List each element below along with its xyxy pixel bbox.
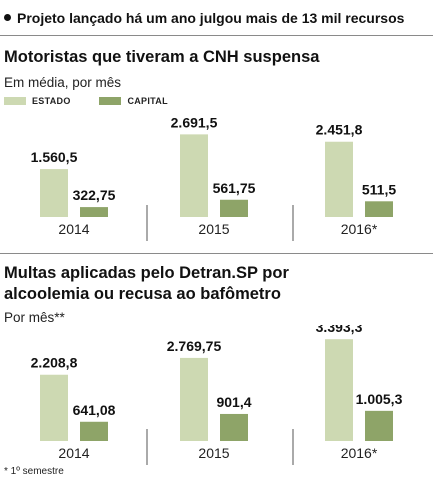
divider-top	[0, 35, 433, 36]
bar-estado-2015	[180, 134, 208, 217]
data-label: 2.451,8	[316, 122, 363, 138]
category-label-2015: 2015	[198, 445, 229, 461]
bar-estado-2014	[40, 169, 68, 217]
legend-label-estado: ESTADO	[32, 96, 71, 106]
legend-item-estado: ESTADO	[4, 96, 71, 106]
chart1-title: Motoristas que tiveram a CNH suspensa	[4, 48, 320, 66]
data-label: 2.691,5	[171, 114, 218, 130]
data-label: 322,75	[73, 187, 116, 203]
header-note-text: Projeto lançado há um ano julgou mais de…	[17, 10, 405, 26]
bar-capital-2014	[80, 207, 108, 217]
chart2-title: Multas aplicadas pelo Detran.SP por alco…	[4, 264, 289, 303]
category-label-2016: 2016*	[341, 445, 378, 461]
bar-capital-2016	[365, 201, 393, 217]
data-label: 2.208,8	[31, 355, 78, 371]
legend: ESTADO CAPITAL	[4, 96, 194, 107]
category-label-2014: 2014	[58, 221, 89, 237]
data-label: 901,4	[216, 394, 251, 410]
divider-middle	[0, 253, 433, 254]
category-label-2015: 2015	[198, 221, 229, 237]
bar-capital-2014	[80, 421, 108, 441]
legend-swatch-capital	[99, 97, 122, 105]
category-label-2016: 2016*	[341, 221, 378, 237]
chart1-subtitle: Em média, por mês	[4, 75, 122, 90]
legend-label-capital: CAPITAL	[127, 96, 168, 106]
legend-swatch-estado	[4, 97, 26, 105]
data-label: 3.393,3	[316, 325, 363, 335]
bullet-icon	[4, 13, 11, 21]
bar-estado-2016	[325, 141, 353, 217]
header-note: Projeto lançado há um ano julgou mais de…	[4, 10, 404, 26]
bar-estado-2016	[325, 339, 353, 441]
bar-capital-2015	[220, 413, 248, 441]
chart2-plot: 2.208,8 641,08 2014 2.769,75 901,4 2015 3.393,…	[31, 325, 403, 465]
bar-capital-2016	[365, 410, 393, 441]
bar-estado-2015	[180, 357, 208, 441]
data-label: 2.769,75	[167, 338, 222, 354]
chart1-plot: 1.560,5 322,75 2014 2.691,5 561,75 2015 2.451,…	[31, 114, 396, 241]
data-label: 1.005,3	[356, 391, 403, 407]
data-label: 641,08	[73, 402, 116, 418]
bar-estado-2014	[40, 374, 68, 441]
category-label-2014: 2014	[58, 445, 89, 461]
data-label: 511,5	[362, 181, 396, 197]
legend-item-capital: CAPITAL	[99, 96, 168, 106]
data-label: 1.560,5	[31, 149, 78, 165]
chart2-subtitle: Por mês**	[4, 310, 65, 325]
bar-capital-2015	[220, 199, 248, 217]
footnote: * 1º semestre	[4, 466, 64, 477]
data-label: 561,75	[213, 180, 256, 196]
